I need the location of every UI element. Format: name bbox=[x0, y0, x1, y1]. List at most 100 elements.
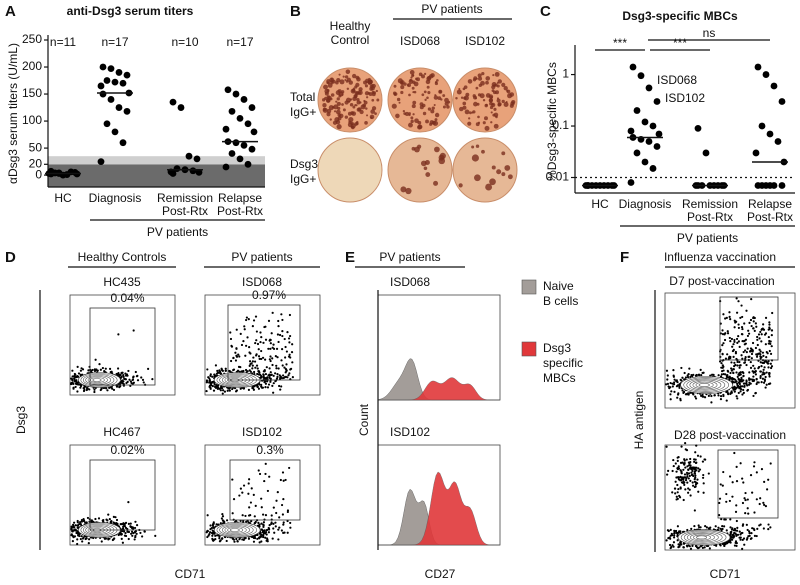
event bbox=[693, 524, 696, 528]
event bbox=[762, 328, 766, 331]
event bbox=[249, 362, 252, 366]
event bbox=[666, 473, 669, 476]
event bbox=[286, 519, 289, 523]
event bbox=[141, 378, 145, 382]
event bbox=[694, 476, 697, 479]
spot bbox=[355, 122, 359, 126]
spot bbox=[423, 90, 427, 94]
event bbox=[121, 371, 124, 374]
data-point bbox=[228, 150, 236, 157]
event bbox=[684, 376, 688, 379]
event bbox=[232, 368, 236, 371]
event bbox=[769, 462, 772, 465]
spot bbox=[482, 121, 486, 125]
gate bbox=[89, 307, 156, 386]
spot bbox=[484, 125, 490, 131]
event bbox=[755, 355, 759, 358]
event bbox=[691, 392, 694, 395]
event bbox=[688, 545, 691, 548]
event bbox=[672, 458, 675, 462]
event bbox=[692, 466, 695, 469]
spot bbox=[505, 100, 508, 103]
spot bbox=[495, 90, 500, 95]
spot bbox=[484, 103, 488, 108]
spot bbox=[326, 108, 332, 114]
spot bbox=[398, 101, 401, 104]
spot bbox=[326, 89, 330, 92]
event bbox=[254, 366, 257, 369]
event bbox=[736, 397, 739, 400]
event bbox=[79, 369, 83, 372]
event bbox=[676, 483, 679, 487]
event bbox=[744, 338, 748, 341]
event bbox=[248, 360, 252, 363]
event bbox=[256, 367, 259, 370]
event bbox=[257, 373, 261, 376]
event bbox=[256, 342, 260, 346]
event bbox=[669, 528, 672, 531]
event bbox=[687, 477, 690, 480]
sample-name: HC467 bbox=[103, 425, 141, 439]
event bbox=[743, 361, 747, 364]
event bbox=[71, 375, 74, 378]
event bbox=[740, 304, 743, 307]
spot bbox=[440, 98, 443, 101]
event bbox=[79, 537, 82, 541]
event bbox=[269, 355, 272, 358]
event bbox=[111, 538, 114, 542]
event bbox=[136, 374, 139, 377]
event bbox=[678, 494, 681, 498]
event bbox=[735, 504, 738, 507]
event bbox=[76, 521, 79, 524]
spot bbox=[403, 82, 407, 86]
event bbox=[264, 472, 267, 476]
event bbox=[276, 333, 280, 336]
spot bbox=[462, 105, 467, 110]
event bbox=[718, 360, 722, 363]
event bbox=[259, 331, 262, 334]
event bbox=[682, 468, 685, 471]
event bbox=[271, 537, 274, 540]
event bbox=[254, 521, 257, 524]
data-point bbox=[232, 90, 240, 98]
event bbox=[253, 385, 256, 388]
event bbox=[235, 347, 238, 350]
event bbox=[768, 326, 771, 329]
x-axis-label: CD71 bbox=[175, 567, 206, 581]
event bbox=[677, 455, 680, 459]
data-point bbox=[754, 63, 762, 71]
event bbox=[669, 381, 672, 385]
event bbox=[79, 521, 82, 524]
event bbox=[286, 330, 289, 334]
event bbox=[767, 523, 770, 526]
event bbox=[746, 334, 750, 338]
event bbox=[106, 389, 109, 392]
event bbox=[770, 365, 774, 368]
spot bbox=[424, 98, 427, 101]
spot bbox=[349, 98, 353, 101]
event bbox=[675, 379, 678, 383]
y-axis-label: αDsg3 serum titers (U/mL) bbox=[6, 43, 20, 184]
event bbox=[750, 357, 753, 360]
histogram bbox=[378, 471, 501, 546]
event bbox=[283, 531, 286, 534]
event bbox=[70, 528, 73, 531]
data-point bbox=[97, 82, 105, 90]
event bbox=[698, 526, 701, 529]
point-label: ISD068 bbox=[657, 73, 697, 87]
event bbox=[735, 395, 738, 398]
event bbox=[749, 360, 752, 364]
event bbox=[725, 492, 728, 496]
event bbox=[744, 511, 747, 515]
event bbox=[736, 533, 740, 536]
event bbox=[262, 373, 265, 376]
spot bbox=[493, 84, 496, 87]
event bbox=[771, 311, 774, 315]
event bbox=[100, 540, 103, 543]
spot bbox=[458, 88, 461, 91]
event bbox=[742, 523, 745, 526]
event bbox=[239, 387, 242, 390]
spot bbox=[344, 100, 349, 105]
event bbox=[133, 538, 136, 541]
event bbox=[744, 342, 747, 345]
